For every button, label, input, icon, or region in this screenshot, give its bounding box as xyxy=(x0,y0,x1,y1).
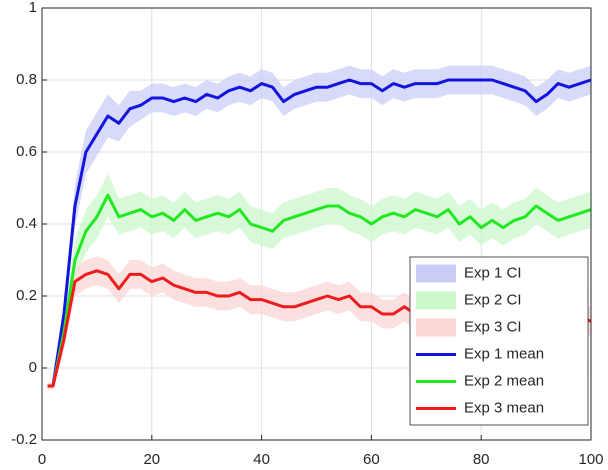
y-tick-label: 0.8 xyxy=(16,71,37,88)
mean-line xyxy=(47,78,592,388)
ci-band xyxy=(47,65,592,390)
x-tick-label: 100 xyxy=(578,451,603,468)
axes-box xyxy=(41,7,592,441)
x-tick-label: 40 xyxy=(253,451,270,468)
x-tick-label: 80 xyxy=(473,451,490,468)
legend-label: Exp 3 CI xyxy=(464,318,522,335)
y-tick-label: 0.4 xyxy=(16,215,37,232)
legend-label: Exp 2 mean xyxy=(464,372,544,389)
y-tick-label: 1 xyxy=(29,0,37,16)
legend-box xyxy=(409,256,589,426)
legend-label: Exp 1 CI xyxy=(464,264,522,281)
legend-swatch xyxy=(416,264,456,283)
x-tick-label: 20 xyxy=(143,451,160,468)
x-tick-label: 0 xyxy=(38,451,46,468)
legend-label: Exp 3 mean xyxy=(464,399,544,416)
mean-line xyxy=(47,193,592,388)
ci-band xyxy=(47,173,592,390)
legend-swatch xyxy=(416,318,456,337)
legend-swatch xyxy=(416,291,456,310)
legend-label: Exp 2 CI xyxy=(464,291,522,308)
y-tick-label: 0 xyxy=(29,359,37,376)
legend: Exp 1 CI Exp 2 CI Exp 3 CI Exp 1 mean Exp 2 … xyxy=(409,256,589,426)
y-tick-label: 0.6 xyxy=(16,143,37,160)
x-tick-label: 60 xyxy=(363,451,380,468)
legend-label: Exp 1 mean xyxy=(464,345,544,362)
y-tick-label: -0.2 xyxy=(11,431,37,448)
y-tick-label: 0.2 xyxy=(16,287,37,304)
